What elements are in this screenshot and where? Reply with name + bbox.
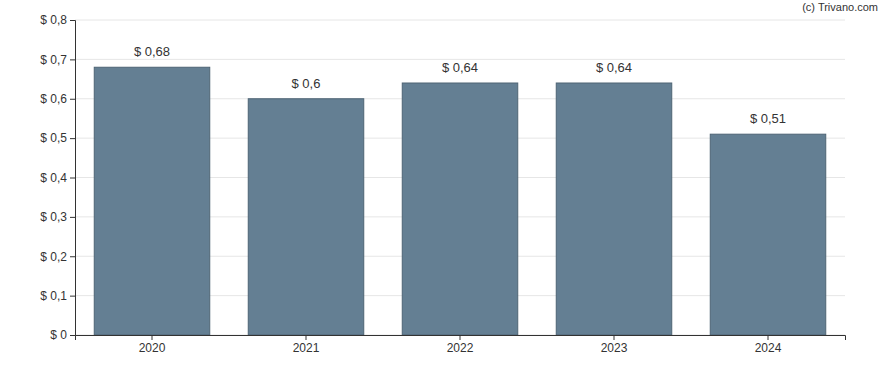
y-tick-label: $ 0,8 xyxy=(40,13,67,27)
data-label: $ 0,68 xyxy=(134,44,170,59)
y-tick: $ 0,5 xyxy=(40,131,75,145)
y-tick: $ 0,3 xyxy=(40,210,75,224)
y-tick-mark xyxy=(70,20,75,21)
y-tick-mark xyxy=(70,138,75,139)
y-tick-mark xyxy=(70,335,75,336)
y-tick-label: $ 0,2 xyxy=(40,250,67,264)
data-label: $ 0,64 xyxy=(596,60,632,75)
y-tick-label: $ 0 xyxy=(50,328,67,342)
credit: (c) Trivano.com xyxy=(802,1,878,13)
x-tick-label: 2024 xyxy=(755,341,782,355)
y-tick-mark xyxy=(70,296,75,297)
x-tick: 2023 xyxy=(601,335,628,355)
y-tick: $ 0,4 xyxy=(40,171,75,185)
x-tick: 2020 xyxy=(139,335,166,355)
bar xyxy=(94,67,210,335)
y-tick-label: $ 0,6 xyxy=(40,92,67,106)
y-tick-label: $ 0,5 xyxy=(40,131,67,145)
x-tick-mark xyxy=(460,335,461,340)
data-label: $ 0,64 xyxy=(442,60,478,75)
x-tick: 2022 xyxy=(447,335,474,355)
y-tick-mark xyxy=(70,217,75,218)
y-tick-mark xyxy=(70,99,75,100)
plot: $ 0 $ 0,1 $ 0,2 $ 0,3 $ 0,4 $ 0,5 $ 0,6 $ 0,7 $ … xyxy=(40,13,845,354)
y-tick-label: $ 0,3 xyxy=(40,210,67,224)
x-tick-mark xyxy=(152,335,153,340)
x-tick-mark xyxy=(768,335,769,340)
x-tick-mark xyxy=(306,335,307,340)
data-labels: $ 0,68 $ 0,6 $ 0,64 $ 0,64 $ 0,51 xyxy=(134,44,786,126)
bars xyxy=(94,67,826,335)
x-tick-label: 2023 xyxy=(601,341,628,355)
x-tick-label: 2021 xyxy=(293,341,320,355)
y-tick: $ 0,8 xyxy=(40,13,75,27)
y-tick: $ 0,2 xyxy=(40,250,75,264)
y-axis: $ 0 $ 0,1 $ 0,2 $ 0,3 $ 0,4 $ 0,5 $ 0,6 $ 0,7 $ … xyxy=(40,13,75,342)
y-tick-label: $ 0,4 xyxy=(40,171,67,185)
chart: $ 0 $ 0,1 $ 0,2 $ 0,3 $ 0,4 $ 0,5 $ 0,6 $ 0,7 $ … xyxy=(0,0,888,370)
grid xyxy=(75,20,845,335)
x-axis-line xyxy=(76,336,846,341)
y-tick: $ 0,7 xyxy=(40,53,75,67)
bar xyxy=(402,83,518,335)
x-axis: 2020 2021 2022 2023 2024 xyxy=(76,335,846,355)
y-tick: $ 0 xyxy=(50,328,75,342)
y-tick-mark xyxy=(70,59,75,60)
x-tick-mark xyxy=(614,335,615,340)
y-tick-mark xyxy=(70,178,75,179)
grid-line xyxy=(75,20,845,21)
y-tick: $ 0,6 xyxy=(40,92,75,106)
data-label: $ 0,51 xyxy=(750,111,786,126)
x-tick-label: 2022 xyxy=(447,341,474,355)
x-tick-label: 2020 xyxy=(139,341,166,355)
bar xyxy=(556,83,672,335)
x-tick: 2024 xyxy=(755,335,782,355)
bar xyxy=(710,134,826,335)
x-tick: 2021 xyxy=(293,335,320,355)
y-tick: $ 0,1 xyxy=(40,289,75,303)
data-label: $ 0,6 xyxy=(292,76,321,91)
y-tick-mark xyxy=(70,256,75,257)
y-tick-label: $ 0,1 xyxy=(40,289,67,303)
y-axis-line xyxy=(70,21,76,336)
bar xyxy=(248,99,364,335)
y-tick-label: $ 0,7 xyxy=(40,53,67,67)
